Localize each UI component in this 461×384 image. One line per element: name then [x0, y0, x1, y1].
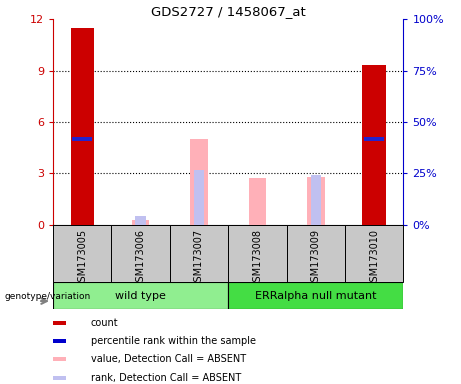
Bar — [53, 358, 66, 361]
Bar — [194, 170, 204, 225]
Bar — [307, 177, 325, 225]
Text: GSM173005: GSM173005 — [77, 228, 87, 288]
Bar — [364, 137, 384, 141]
Bar — [287, 225, 345, 282]
Bar — [136, 216, 146, 225]
Text: genotype/variation: genotype/variation — [5, 292, 91, 301]
Bar — [228, 225, 287, 282]
Bar — [53, 321, 66, 325]
Bar — [248, 179, 266, 225]
Text: ERRalpha null mutant: ERRalpha null mutant — [255, 291, 377, 301]
Bar — [53, 376, 66, 380]
Text: GSM173008: GSM173008 — [252, 228, 262, 288]
Bar — [72, 137, 92, 141]
Bar — [53, 225, 112, 282]
Text: rank, Detection Call = ABSENT: rank, Detection Call = ABSENT — [91, 372, 241, 382]
Bar — [190, 139, 208, 225]
Title: GDS2727 / 1458067_at: GDS2727 / 1458067_at — [151, 5, 306, 18]
Bar — [112, 225, 170, 282]
Bar — [362, 65, 386, 225]
Text: wild type: wild type — [115, 291, 166, 301]
Bar — [345, 225, 403, 282]
Bar — [71, 28, 94, 225]
Bar — [53, 282, 228, 309]
Text: GSM173007: GSM173007 — [194, 228, 204, 288]
Bar — [311, 175, 321, 225]
Text: GSM173009: GSM173009 — [311, 228, 321, 288]
Bar — [228, 282, 403, 309]
Bar — [132, 220, 149, 225]
Text: GSM173010: GSM173010 — [369, 228, 379, 288]
Text: count: count — [91, 318, 118, 328]
Text: value, Detection Call = ABSENT: value, Detection Call = ABSENT — [91, 354, 246, 364]
Bar — [170, 225, 228, 282]
Bar — [53, 339, 66, 343]
Text: percentile rank within the sample: percentile rank within the sample — [91, 336, 256, 346]
Text: GSM173006: GSM173006 — [136, 228, 146, 288]
